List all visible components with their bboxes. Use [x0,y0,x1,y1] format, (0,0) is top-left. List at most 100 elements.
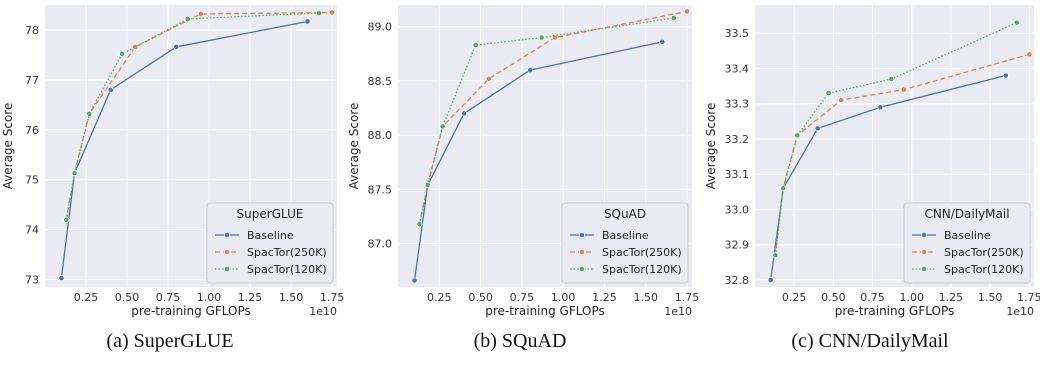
data-point [197,11,204,17]
data-point [670,15,677,21]
legend-box [206,202,334,284]
data-point [814,125,821,132]
data-point [772,252,779,259]
legend: SQuAD Baseline SpacTor(250K) SpacTor(120K) [561,202,689,284]
x-tick-label: 0.75 [510,291,535,304]
legend-entry: SpacTor(250K) [247,246,327,259]
x-tick-label: 0.50 [468,291,493,304]
chart-panel-1: 0.25 0.50 0.75 1.00 1.25 1.50 1.75 87.0 87.5 88.0… [347,5,699,318]
data-point [538,34,545,41]
legend-title: SQuAD [604,207,646,221]
x-tick-label: 0.75 [860,291,885,304]
x-tick-label: 1.50 [279,291,304,304]
data-point [794,132,801,139]
data-point [472,42,479,49]
series-line-2 [418,17,674,225]
data-point [877,104,884,111]
x-axis-label: pre-training GFLOPs [485,304,604,318]
data-point [439,123,446,130]
y-axis-label: Average Score [704,103,718,190]
data-point [63,216,70,223]
legend-marker [224,232,230,238]
series-line-2 [65,12,319,220]
series-line-1 [418,10,688,225]
legend-marker [579,266,585,272]
chart-panel-0: 0.25 0.50 0.75 1.00 1.25 1.50 1.75 73 74 75 76 77 78… [1,5,344,318]
legend-marker [921,232,927,238]
data-point [485,75,492,82]
data-point [71,170,78,177]
series-line-2 [774,22,1018,256]
x-tick-label: 0.25 [74,291,99,304]
y-tick-label: 75 [25,174,39,187]
x-tick-label: 1.25 [939,291,964,304]
x-axis-label: pre-training GFLOPs [131,304,250,318]
data-point [411,277,418,284]
legend: SuperGLUE Baseline SpacTor(250K) SpacTor(12… [206,202,334,284]
y-tick-label: 33.4 [725,62,750,75]
x-offset-label: 1e10 [1006,305,1034,318]
data-point [659,38,666,45]
data-point [416,221,423,227]
legend-entry: Baseline [944,229,991,242]
data-point [684,8,690,15]
x-tick-label: 1.50 [978,291,1003,304]
legend-entry: SpacTor(120K) [247,263,327,276]
x-tick-label: 1.75 [320,291,345,304]
data-point [1013,19,1020,26]
y-tick-label: 88.0 [368,129,393,142]
caption-superglue: (a) SuperGLUE [106,330,234,352]
legend-entry: SpacTor(250K) [602,246,682,259]
data-point [132,44,139,50]
x-tick-label: 1.00 [551,291,576,304]
legend-title: CNN/DailyMail [924,207,1009,221]
data-point [86,110,93,117]
x-offset-label: 1e10 [309,305,337,318]
data-point [424,182,431,188]
data-point [838,97,845,104]
y-tick-label: 33.1 [725,168,750,181]
x-tick-label: 1.00 [197,291,222,304]
figure: 0.25 0.50 0.75 1.00 1.25 1.50 1.75 73 74 75 76 77 78… [1,5,1040,318]
data-point [107,86,114,93]
y-tick-label: 32.8 [725,274,750,287]
y-tick-label: 88.5 [368,75,393,88]
legend-marker [224,266,230,272]
x-offset-label: 1e10 [664,305,692,318]
data-point [184,16,191,22]
x-tick-label: 0.75 [156,291,181,304]
y-axis-label: Average Score [1,103,15,190]
data-point [119,51,126,57]
data-point [780,185,787,192]
legend-marker [921,249,927,255]
data-point [304,18,311,25]
y-tick-label: 33.5 [725,27,750,40]
y-axis-label: Average Score [347,103,361,190]
data-point [1002,72,1009,79]
legend-entry: Baseline [602,229,649,242]
y-tick-label: 78 [25,24,39,37]
data-point [888,76,895,82]
data-point [173,44,180,50]
legend-entry: SpacTor(120K) [602,263,682,276]
y-tick-label: 89.0 [368,21,393,34]
series-line-1 [65,11,333,220]
x-tick-label: 1.25 [238,291,263,304]
y-tick-label: 87.5 [368,183,393,196]
x-tick-label: 1.00 [899,291,924,304]
legend-entry: SpacTor(120K) [944,263,1024,276]
data-point [901,86,907,93]
x-tick-label: 0.50 [115,291,140,304]
y-tick-label: 77 [25,74,39,87]
y-tick-label: 74 [25,224,39,237]
x-tick-label: 0.50 [821,291,846,304]
legend-marker [579,232,585,238]
legend-marker [921,266,927,272]
data-point [527,67,534,73]
data-point [316,10,322,16]
x-tick-label: 0.25 [427,291,452,304]
x-tick-label: 0.25 [782,291,807,304]
y-tick-label: 33.3 [725,98,750,111]
legend-marker [579,249,585,255]
caption-cnn-dailymail: (c) CNN/DailyMail [791,330,949,352]
